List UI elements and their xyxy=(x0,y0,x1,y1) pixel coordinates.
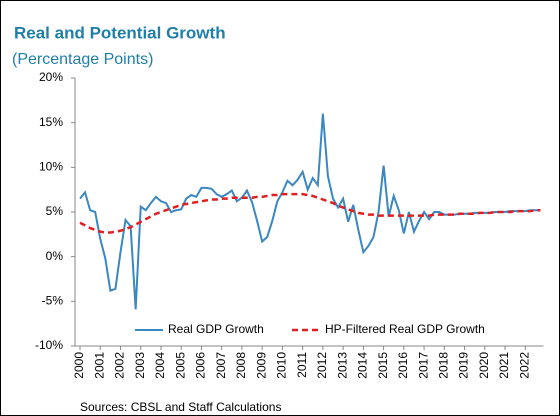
x-tick-label: 2007 xyxy=(214,352,228,379)
x-tick-label: 2022 xyxy=(517,352,531,379)
x-tick-label: 2020 xyxy=(477,352,491,379)
series-line xyxy=(79,192,541,234)
x-tick-label: 2013 xyxy=(335,352,349,379)
y-tick-label: -5% xyxy=(42,294,64,308)
y-tick-label: 0% xyxy=(46,249,64,263)
y-tick-label: 20% xyxy=(39,70,63,84)
x-tick-label: 2019 xyxy=(457,352,471,379)
x-tick-label: 2006 xyxy=(194,352,208,379)
y-tick-label: 5% xyxy=(46,204,64,218)
x-tick-label: 2002 xyxy=(113,352,127,379)
x-tick-label: 2001 xyxy=(92,352,106,379)
x-tick-label: 2004 xyxy=(153,352,167,379)
x-tick-label: 2000 xyxy=(72,352,86,379)
y-tick-label: 15% xyxy=(39,115,63,129)
x-tick-label: 2011 xyxy=(295,352,309,378)
chart-title: Real and Potential Growth xyxy=(14,23,226,42)
x-tick-label: 2010 xyxy=(275,352,289,379)
y-tick-label: -10% xyxy=(35,338,63,352)
legend-label: HP-Filtered Real GDP Growth xyxy=(325,322,485,336)
x-tick-label: 2021 xyxy=(497,352,511,379)
x-tick-label: 2014 xyxy=(356,352,370,379)
x-tick-label: 2015 xyxy=(376,352,390,379)
x-tick-label: 2003 xyxy=(133,352,147,379)
y-tick-label: 10% xyxy=(39,160,63,174)
x-tick-label: 2009 xyxy=(254,352,268,379)
x-tick-label: 2018 xyxy=(436,352,450,379)
source-note: Sources: CBSL and Staff Calculations xyxy=(80,400,281,414)
x-tick-label: 2017 xyxy=(416,352,430,379)
chart-subtitle: (Percentage Points) xyxy=(12,51,153,68)
x-tick-label: 2016 xyxy=(396,352,410,379)
x-tick-label: 2005 xyxy=(173,352,187,379)
legend-label: Real GDP Growth xyxy=(168,322,264,336)
x-tick-label: 2008 xyxy=(234,352,248,379)
x-tick-label: 2012 xyxy=(315,352,329,379)
